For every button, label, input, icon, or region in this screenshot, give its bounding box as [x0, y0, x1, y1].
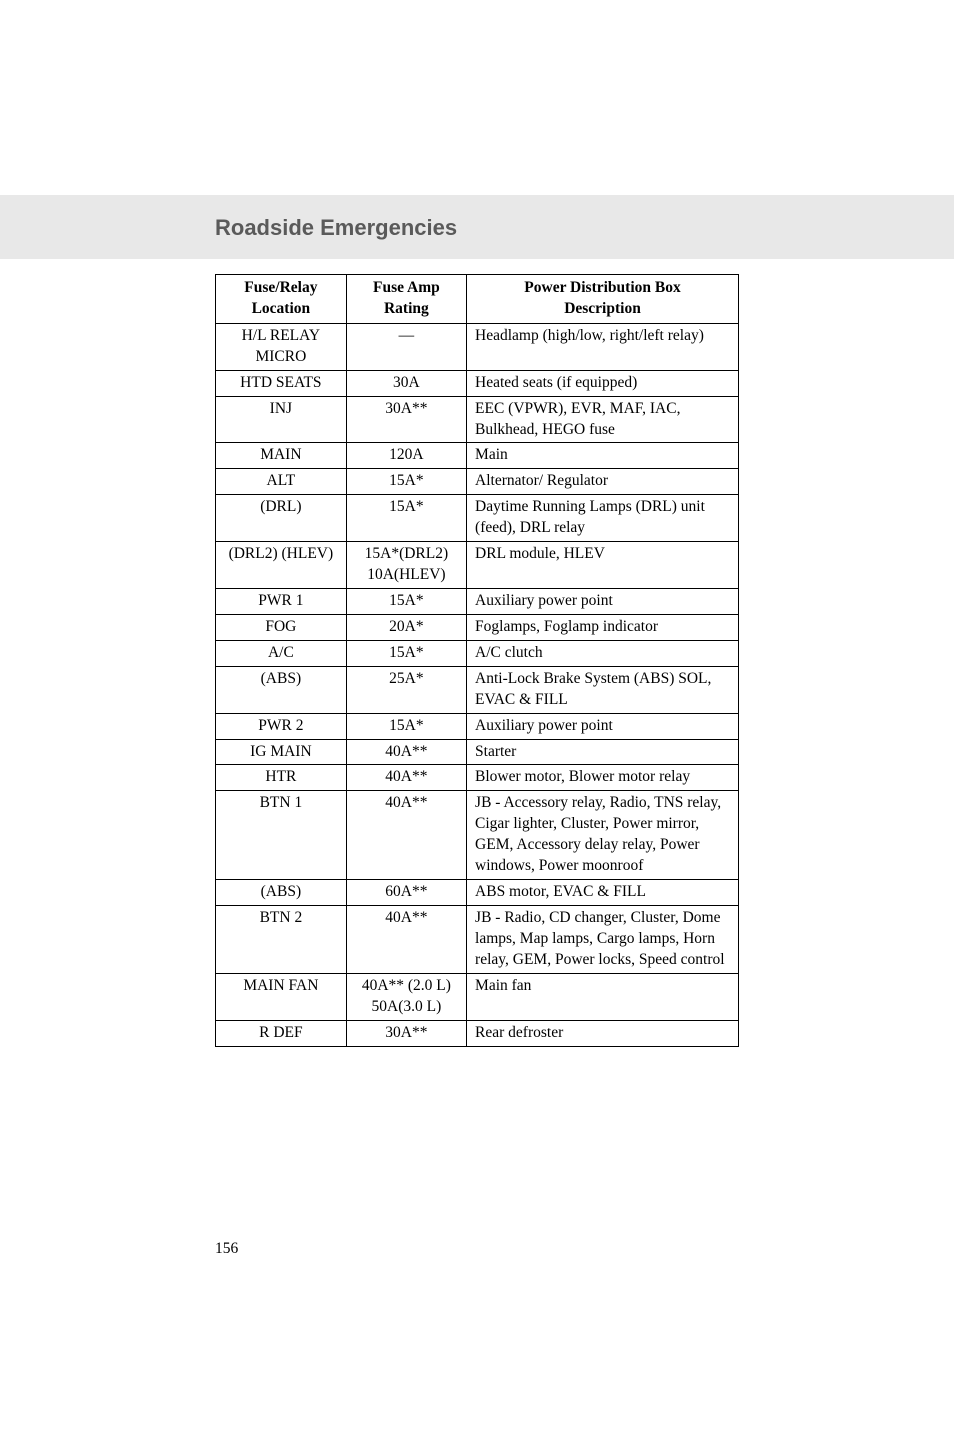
cell-location: BTN 1: [216, 791, 347, 880]
table-body: H/L RELAY MICRO—Headlamp (high/low, righ…: [216, 323, 739, 1046]
cell-amp: 15A*: [346, 640, 466, 666]
header-description: Power Distribution Box Description: [467, 275, 739, 324]
table-row: PWR 115A*Auxiliary power point: [216, 588, 739, 614]
cell-description: JB - Accessory relay, Radio, TNS relay, …: [467, 791, 739, 880]
cell-amp: 15A*: [346, 495, 466, 542]
header-text: Location: [252, 300, 311, 317]
cell-amp: 15A*: [346, 469, 466, 495]
cell-amp: 30A: [346, 370, 466, 396]
cell-location: H/L RELAY MICRO: [216, 323, 347, 370]
table-row: MAIN120AMain: [216, 443, 739, 469]
cell-location: R DEF: [216, 1020, 347, 1046]
table-row: FOG20A*Foglamps, Foglamp indicator: [216, 614, 739, 640]
cell-description: Anti-Lock Brake System (ABS) SOL, EVAC &…: [467, 666, 739, 713]
table-row: BTN 140A**JB - Accessory relay, Radio, T…: [216, 791, 739, 880]
cell-amp: 40A** (2.0 L) 50A(3.0 L): [346, 973, 466, 1020]
table-row: H/L RELAY MICRO—Headlamp (high/low, righ…: [216, 323, 739, 370]
cell-amp: 25A*: [346, 666, 466, 713]
cell-amp: —: [346, 323, 466, 370]
cell-location: HTR: [216, 765, 347, 791]
cell-location: FOG: [216, 614, 347, 640]
cell-location: (DRL): [216, 495, 347, 542]
table-row: (DRL)15A*Daytime Running Lamps (DRL) uni…: [216, 495, 739, 542]
cell-description: Auxiliary power point: [467, 713, 739, 739]
cell-description: Main fan: [467, 973, 739, 1020]
table-row: (ABS)60A**ABS motor, EVAC & FILL: [216, 880, 739, 906]
table-row: BTN 240A**JB - Radio, CD changer, Cluste…: [216, 905, 739, 973]
cell-description: Heated seats (if equipped): [467, 370, 739, 396]
cell-amp: 30A**: [346, 396, 466, 443]
cell-amp: 15A*(DRL2) 10A(HLEV): [346, 542, 466, 589]
page-number: 156: [215, 1240, 238, 1258]
cell-amp: 15A*: [346, 588, 466, 614]
table-row: PWR 215A*Auxiliary power point: [216, 713, 739, 739]
table-header-row: Fuse/Relay Location Fuse Amp Rating Powe…: [216, 275, 739, 324]
header-text: Rating: [384, 300, 429, 317]
cell-description: Main: [467, 443, 739, 469]
cell-amp: 120A: [346, 443, 466, 469]
cell-description: DRL module, HLEV: [467, 542, 739, 589]
header-amp: Fuse Amp Rating: [346, 275, 466, 324]
cell-description: Rear defroster: [467, 1020, 739, 1046]
cell-amp: 40A**: [346, 739, 466, 765]
cell-amp: 60A**: [346, 880, 466, 906]
fuse-table: Fuse/Relay Location Fuse Amp Rating Powe…: [215, 274, 739, 1047]
cell-description: Auxiliary power point: [467, 588, 739, 614]
header-text: Fuse Amp: [373, 279, 440, 296]
cell-description: Blower motor, Blower motor relay: [467, 765, 739, 791]
cell-location: ALT: [216, 469, 347, 495]
cell-location: PWR 2: [216, 713, 347, 739]
section-header-band: Roadside Emergencies: [0, 195, 954, 259]
cell-amp: 40A**: [346, 905, 466, 973]
header-text: Power Distribution Box: [524, 279, 680, 296]
cell-amp: 15A*: [346, 713, 466, 739]
table-row: MAIN FAN40A** (2.0 L) 50A(3.0 L)Main fan: [216, 973, 739, 1020]
table-row: IG MAIN40A**Starter: [216, 739, 739, 765]
cell-amp: 20A*: [346, 614, 466, 640]
table-row: HTD SEATS30AHeated seats (if equipped): [216, 370, 739, 396]
cell-location: (ABS): [216, 880, 347, 906]
section-title: Roadside Emergencies: [215, 215, 954, 241]
cell-location: A/C: [216, 640, 347, 666]
cell-location: MAIN: [216, 443, 347, 469]
table-row: A/C15A*A/C clutch: [216, 640, 739, 666]
cell-amp: 40A**: [346, 765, 466, 791]
cell-description: JB - Radio, CD changer, Cluster, Dome la…: [467, 905, 739, 973]
cell-description: Headlamp (high/low, right/left relay): [467, 323, 739, 370]
header-text: Description: [564, 300, 641, 317]
table-row: (DRL2) (HLEV)15A*(DRL2) 10A(HLEV)DRL mod…: [216, 542, 739, 589]
cell-location: INJ: [216, 396, 347, 443]
cell-location: (ABS): [216, 666, 347, 713]
cell-location: (DRL2) (HLEV): [216, 542, 347, 589]
cell-location: PWR 1: [216, 588, 347, 614]
cell-location: IG MAIN: [216, 739, 347, 765]
cell-description: ABS motor, EVAC & FILL: [467, 880, 739, 906]
table-row: INJ30A**EEC (VPWR), EVR, MAF, IAC, Bulkh…: [216, 396, 739, 443]
cell-amp: 30A**: [346, 1020, 466, 1046]
header-text: Fuse/Relay: [244, 279, 317, 296]
table-row: R DEF30A**Rear defroster: [216, 1020, 739, 1046]
table-row: ALT15A*Alternator/ Regulator: [216, 469, 739, 495]
cell-description: Daytime Running Lamps (DRL) unit (feed),…: [467, 495, 739, 542]
cell-location: BTN 2: [216, 905, 347, 973]
cell-description: Alternator/ Regulator: [467, 469, 739, 495]
header-location: Fuse/Relay Location: [216, 275, 347, 324]
cell-location: HTD SEATS: [216, 370, 347, 396]
cell-description: A/C clutch: [467, 640, 739, 666]
cell-description: Starter: [467, 739, 739, 765]
cell-description: Foglamps, Foglamp indicator: [467, 614, 739, 640]
cell-description: EEC (VPWR), EVR, MAF, IAC, Bulkhead, HEG…: [467, 396, 739, 443]
content-area: Fuse/Relay Location Fuse Amp Rating Powe…: [0, 259, 954, 1047]
cell-location: MAIN FAN: [216, 973, 347, 1020]
table-row: (ABS)25A*Anti-Lock Brake System (ABS) SO…: [216, 666, 739, 713]
cell-amp: 40A**: [346, 791, 466, 880]
table-row: HTR40A**Blower motor, Blower motor relay: [216, 765, 739, 791]
